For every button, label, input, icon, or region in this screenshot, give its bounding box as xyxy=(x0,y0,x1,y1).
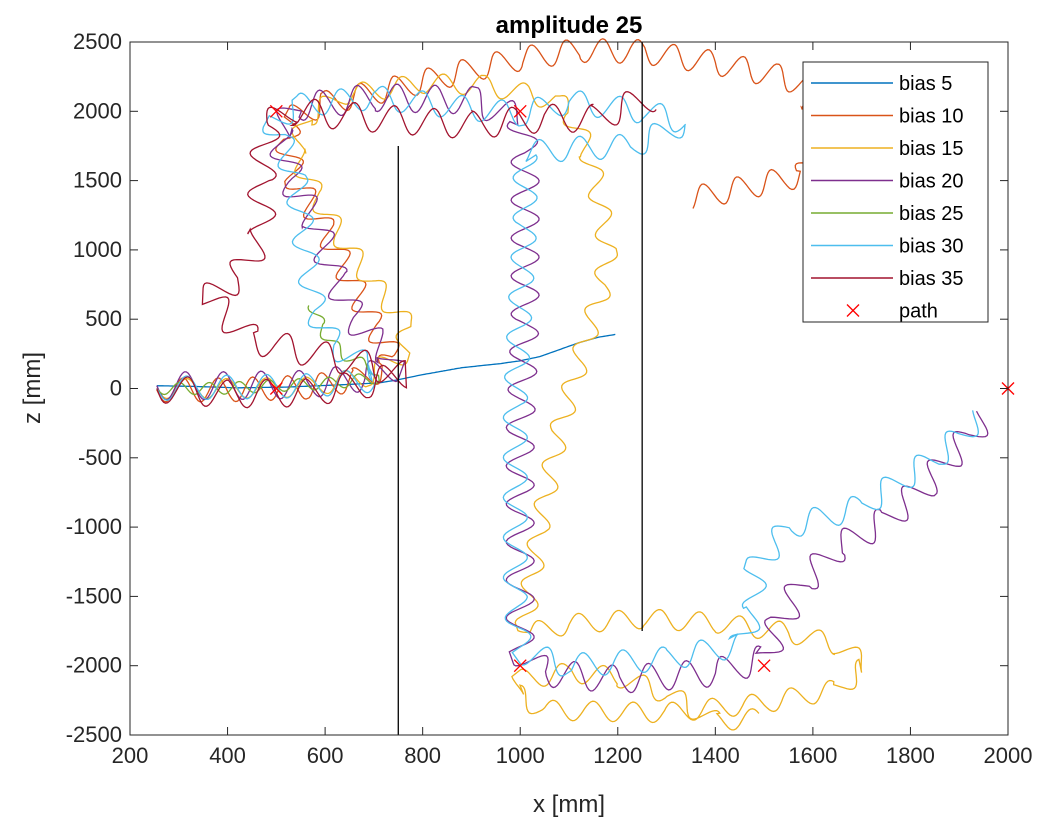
legend-label: bias 20 xyxy=(899,171,964,193)
x-tick-label: 400 xyxy=(209,743,246,768)
legend-label: bias 10 xyxy=(899,106,964,128)
x-tick-label: 1000 xyxy=(496,743,545,768)
path-markers xyxy=(269,104,1015,673)
x-tick-label: 1600 xyxy=(788,743,837,768)
y-tick-label: 0 xyxy=(110,376,122,401)
chart-title: amplitude 25 xyxy=(496,12,643,39)
y-tick-label: 1500 xyxy=(73,168,122,193)
y-tick-label: -1500 xyxy=(66,583,122,608)
x-tick-label: 1800 xyxy=(886,743,935,768)
path-marker xyxy=(757,659,771,673)
series-line-bias-25 xyxy=(156,305,380,396)
x-tick-label: 2000 xyxy=(984,743,1033,768)
legend-label: bias 5 xyxy=(899,73,952,95)
x-tick-label: 800 xyxy=(404,743,441,768)
x-ticks: 200 400 600 800 1000 1200 1400 1600 1800 2000 xyxy=(112,42,1033,768)
path-marker xyxy=(513,104,527,118)
series-layer xyxy=(156,38,989,731)
y-tick-label: 2500 xyxy=(73,29,122,54)
y-tick-label: 500 xyxy=(85,306,122,331)
y-tick-label: 1000 xyxy=(73,237,122,262)
path-marker xyxy=(269,104,283,118)
legend-label: bias 15 xyxy=(899,138,964,160)
x-axis-label: x [mm] xyxy=(533,791,605,818)
path-marker xyxy=(513,659,527,673)
legend-label: path xyxy=(899,301,938,323)
series-line-bias-35 xyxy=(156,91,657,409)
legend-marker-path xyxy=(846,304,860,317)
path-marker xyxy=(269,382,283,395)
y-tick-label: -2500 xyxy=(66,722,122,747)
y-tick-label: 2000 xyxy=(73,98,122,123)
series-line-bias-20 xyxy=(156,83,989,694)
x-tick-label: 200 xyxy=(112,743,149,768)
series-line-bias-15 xyxy=(156,73,863,731)
series-line-bias-5 xyxy=(156,333,616,389)
x-tick-label: 1200 xyxy=(593,743,642,768)
legend-label: bias 30 xyxy=(899,236,964,258)
y-tick-label: -500 xyxy=(78,445,122,470)
legend-label: bias 35 xyxy=(899,268,964,290)
x-tick-label: 1400 xyxy=(691,743,740,768)
y-tick-label: -1000 xyxy=(66,514,122,539)
reference-lines xyxy=(397,42,643,735)
y-ticks: -2500 -2000 -1500 -1000 -500 0 500 1000 1500 2000… xyxy=(66,29,1008,747)
legend-label: bias 25 xyxy=(899,203,964,225)
y-tick-label: -2000 xyxy=(66,653,122,678)
series-line-bias-30 xyxy=(156,85,979,677)
x-tick-label: 600 xyxy=(307,743,344,768)
y-axis-label: z [mm] xyxy=(19,352,46,424)
legend: bias 5 bias 10 bias 15 bias 20 bias 25 bias 3… xyxy=(802,61,989,323)
